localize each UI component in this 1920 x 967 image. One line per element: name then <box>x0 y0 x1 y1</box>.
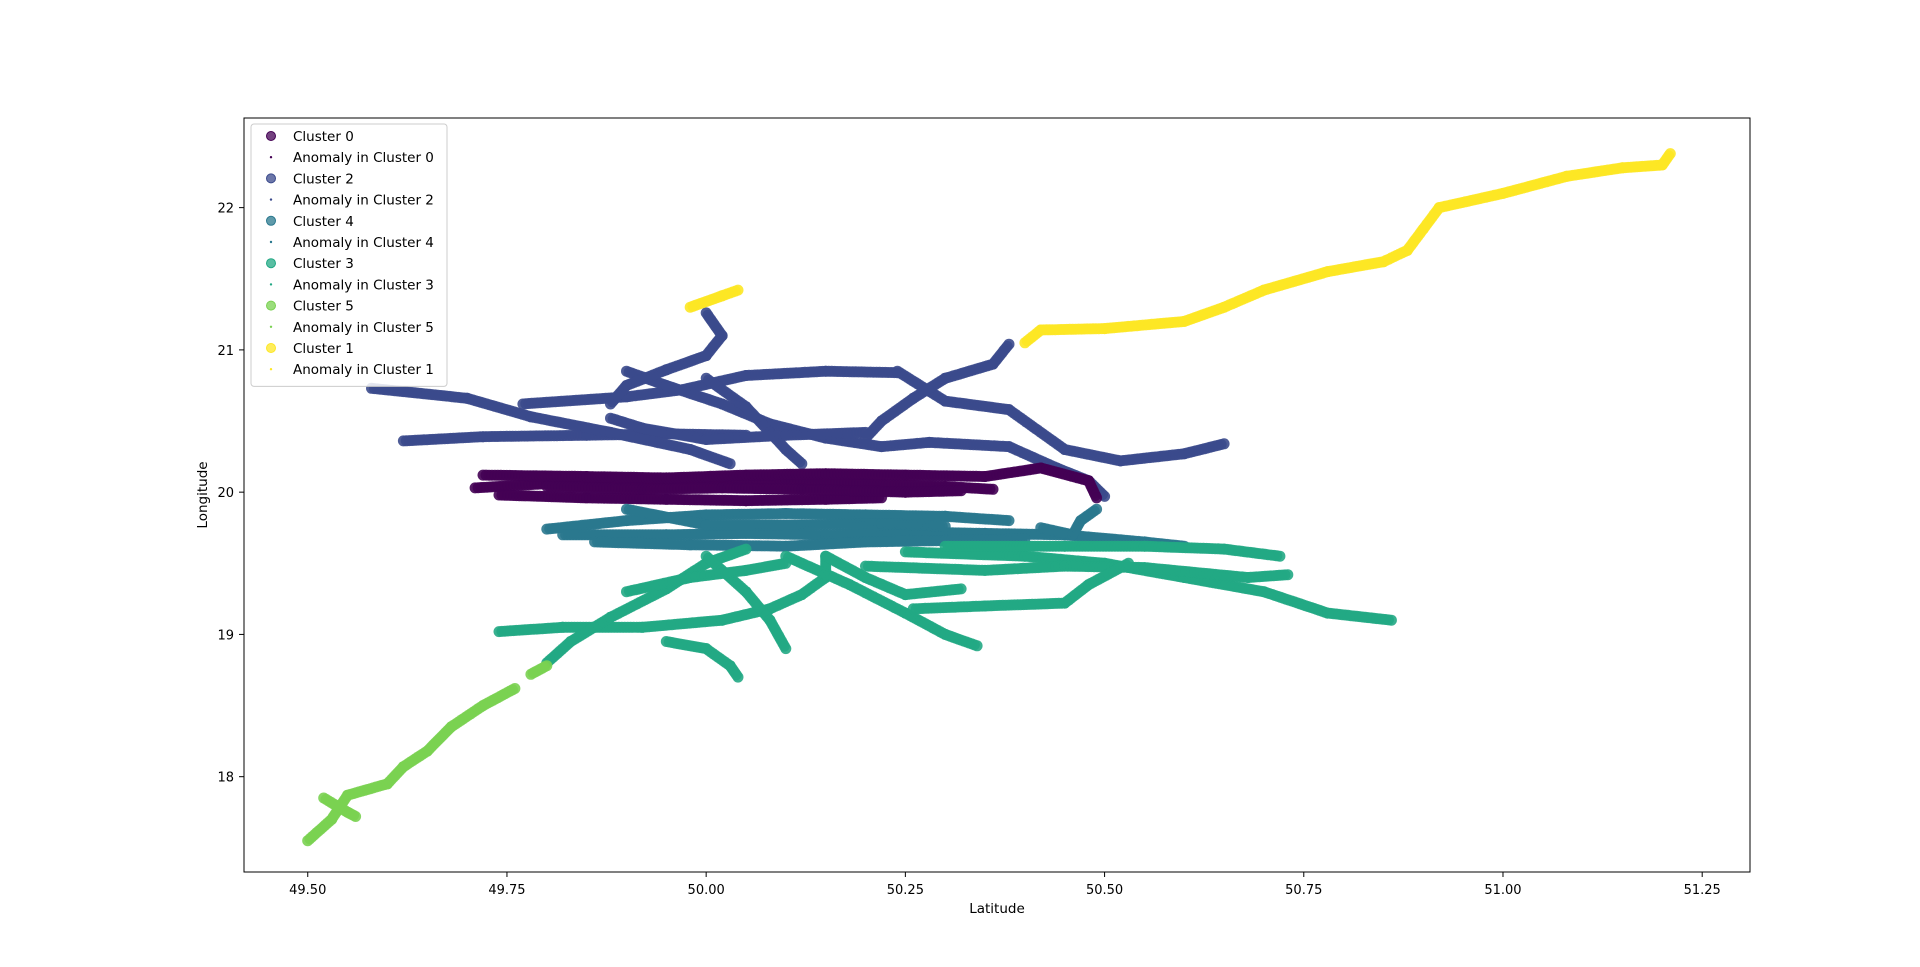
legend-label-anomaly-in-cluster-3: Anomaly in Cluster 3 <box>293 277 434 293</box>
x-tick-label: 49.50 <box>289 883 326 898</box>
legend-marker-anomaly-in-cluster-5 <box>269 325 273 328</box>
legend-marker-cluster-4 <box>266 215 276 226</box>
data-point <box>509 683 521 694</box>
x-tick-label: 50.75 <box>1285 883 1322 898</box>
data-point <box>1218 438 1230 450</box>
legend-label-cluster-1: Cluster 1 <box>293 341 354 357</box>
data-point <box>1274 550 1286 562</box>
legend-marker-cluster-2 <box>266 173 276 184</box>
x-tick-label: 49.75 <box>488 883 525 898</box>
legend-marker-anomaly-in-cluster-0 <box>269 156 273 159</box>
data-point <box>955 485 967 497</box>
legend: Cluster 0 Anomaly in Cluster 0 Cluster 2 An… <box>250 123 448 387</box>
data-point <box>1091 503 1103 515</box>
legend-label-anomaly-in-cluster-4: Anomaly in Cluster 4 <box>293 235 434 251</box>
data-point <box>605 398 616 410</box>
legend-label-cluster-0: Cluster 0 <box>293 129 354 145</box>
legend-label-cluster-3: Cluster 3 <box>293 256 354 272</box>
data-point <box>780 643 792 655</box>
legend-marker-anomaly-in-cluster-3 <box>269 283 273 286</box>
legend-marker-anomaly-in-cluster-1 <box>269 368 273 371</box>
legend-label-anomaly-in-cluster-0: Anomaly in Cluster 0 <box>293 150 434 166</box>
data-point <box>1123 557 1134 569</box>
series-cluster-5 <box>302 660 553 847</box>
legend-marker-cluster-3 <box>266 258 276 269</box>
series-cluster-0 <box>469 462 1103 507</box>
series-cluster-4 <box>541 503 1190 552</box>
axes-frame <box>243 117 1751 873</box>
data-point <box>1385 614 1397 626</box>
legend-label-cluster-4: Cluster 4 <box>293 214 354 230</box>
legend-label-cluster-2: Cluster 2 <box>293 171 354 187</box>
y-tick-label: 18 <box>217 771 234 786</box>
series-cluster-3 <box>493 540 1397 683</box>
legend-box <box>250 123 448 387</box>
data-point <box>732 671 744 683</box>
x-tick-label: 50.25 <box>887 883 924 898</box>
legend-label-anomaly-in-cluster-5: Anomaly in Cluster 5 <box>293 320 434 336</box>
legend-label-anomaly-in-cluster-1: Anomaly in Cluster 1 <box>293 362 434 378</box>
legend-marker-cluster-1 <box>266 343 276 353</box>
y-axis-ticks: 18 19 20 21 22 <box>217 202 244 786</box>
legend-marker-anomaly-in-cluster-2 <box>269 198 273 201</box>
y-axis-label: Longitude <box>195 461 211 528</box>
data-point <box>780 557 792 569</box>
data-point <box>740 543 752 555</box>
data-point <box>732 284 744 296</box>
data-point <box>939 520 951 532</box>
data-point <box>971 640 983 652</box>
data-point <box>955 583 967 595</box>
plot-area <box>302 148 1676 847</box>
data-point <box>1282 569 1294 581</box>
legend-marker-anomaly-in-cluster-4 <box>269 240 273 244</box>
data-point <box>1003 515 1015 527</box>
legend-label-cluster-5: Cluster 5 <box>293 299 354 315</box>
data-point <box>796 458 808 470</box>
data-point <box>987 483 999 495</box>
legend-label-anomaly-in-cluster-2: Anomaly in Cluster 2 <box>293 193 434 209</box>
x-tick-label: 51.25 <box>1684 883 1721 898</box>
data-point <box>1664 148 1676 160</box>
data-point <box>350 811 362 822</box>
data-point <box>860 426 871 438</box>
legend-marker-cluster-0 <box>266 131 276 141</box>
y-tick-label: 22 <box>217 202 234 217</box>
series-cluster-1 <box>684 148 1676 349</box>
y-tick-label: 20 <box>217 486 234 501</box>
data-point <box>1091 492 1103 504</box>
legend-marker-cluster-5 <box>266 300 276 311</box>
x-tick-label: 51.00 <box>1484 883 1521 898</box>
y-tick-label: 21 <box>217 344 234 359</box>
x-axis-label: Latitude <box>969 901 1025 917</box>
data-point <box>724 458 736 470</box>
y-tick-label: 19 <box>217 628 234 643</box>
x-axis-ticks: 49.50 49.75 50.00 50.25 50.50 50.75 51.00 51.25 <box>289 872 1721 898</box>
data-point <box>541 660 553 672</box>
x-tick-label: 50.00 <box>688 883 725 898</box>
x-tick-label: 50.50 <box>1086 883 1123 898</box>
